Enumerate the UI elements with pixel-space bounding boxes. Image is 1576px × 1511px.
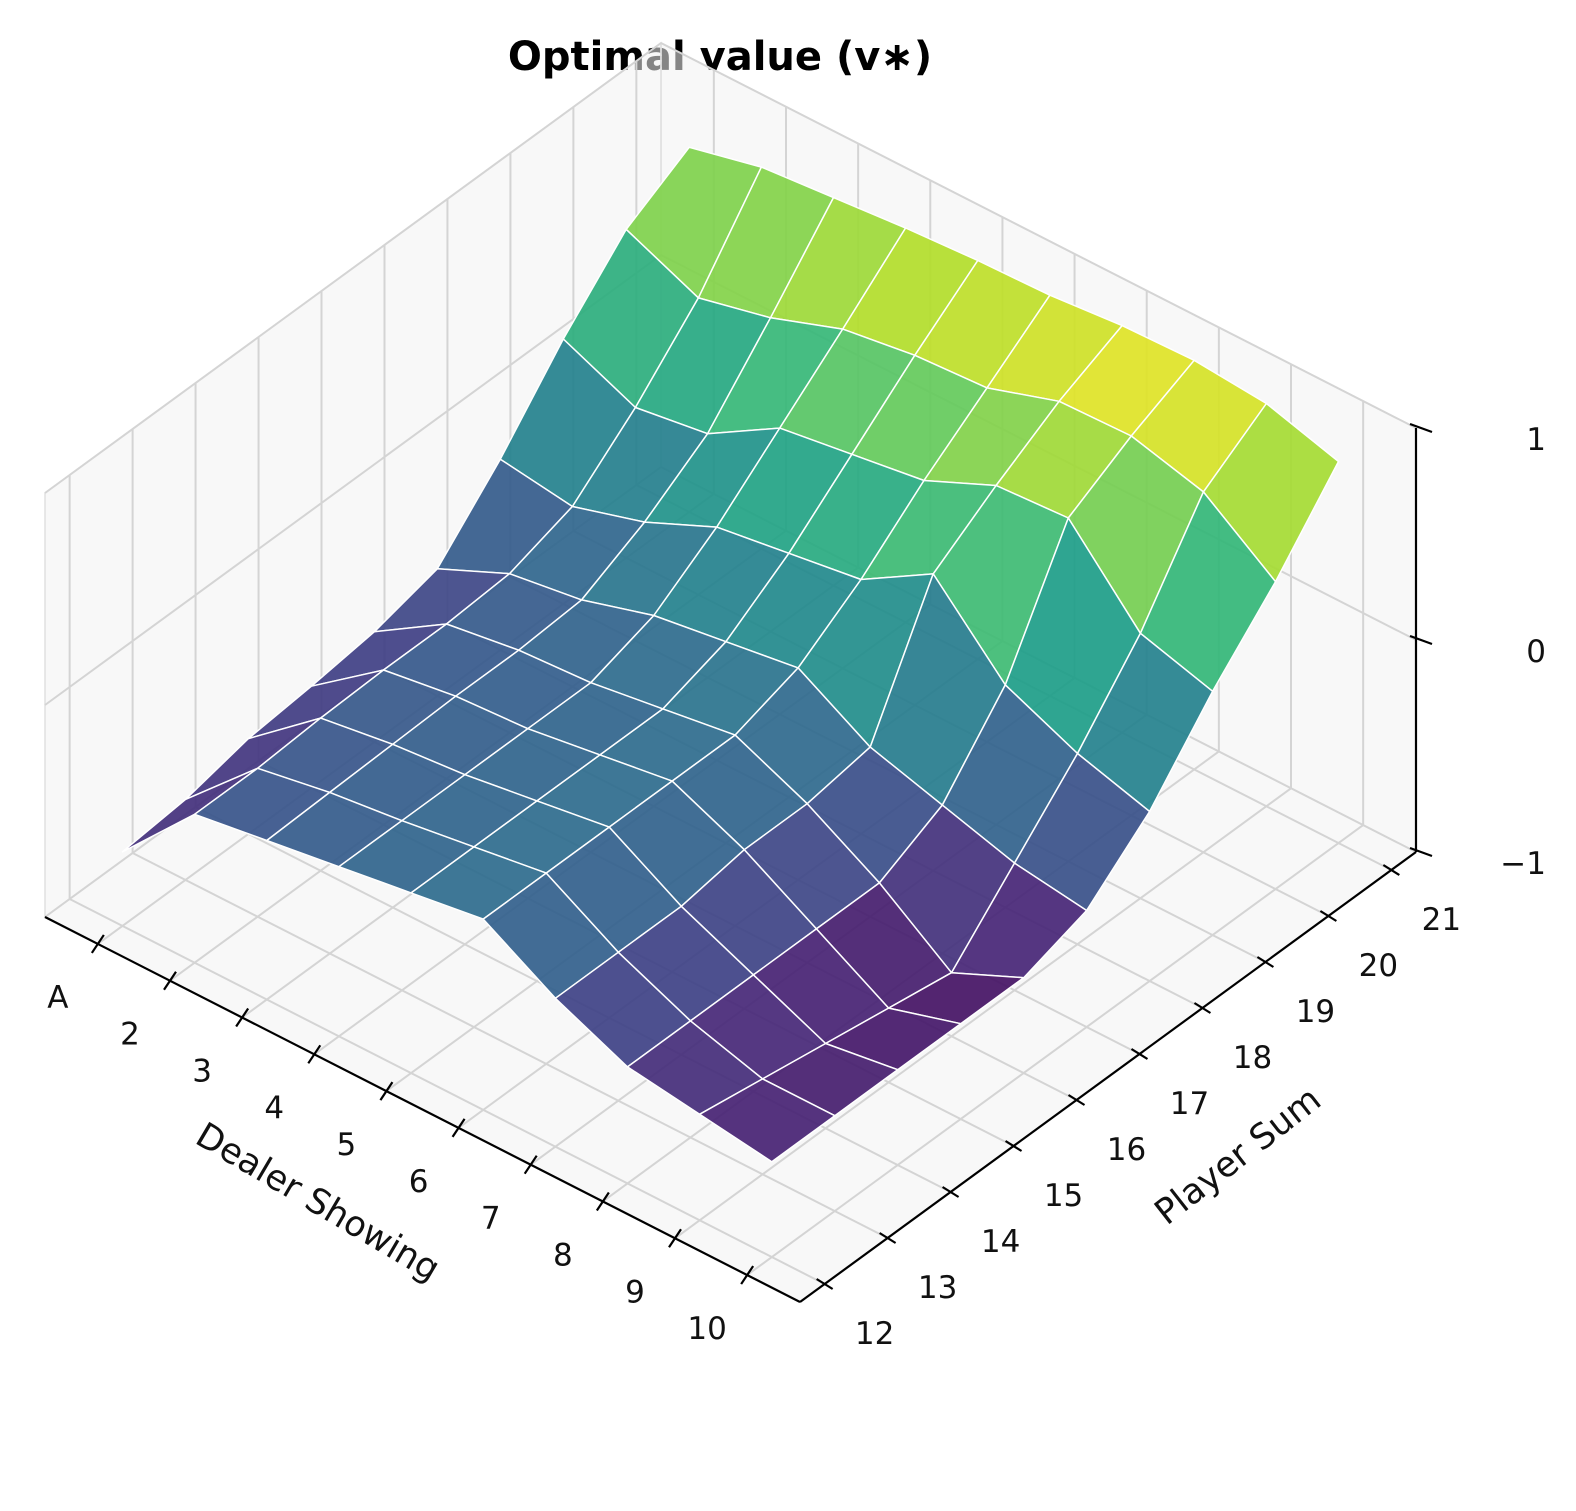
x-tick-mark <box>90 934 105 954</box>
z-tick-label: 0 <box>1526 634 1546 670</box>
surface-face <box>698 1078 836 1163</box>
x-tick-label: 2 <box>120 1017 140 1053</box>
grid-line-floor-y <box>132 852 889 1239</box>
y-tick-label: 12 <box>855 1316 894 1352</box>
x-axis-label: Dealer Showing <box>189 1115 446 1289</box>
x-tick-label: 6 <box>409 1164 429 1200</box>
x-tick-mark <box>523 1155 538 1175</box>
x-tick-mark <box>668 1228 682 1248</box>
y-tick-label: 19 <box>1296 994 1335 1030</box>
x-tick-mark <box>163 971 177 991</box>
tick-labels: A 2 3 4 5 6 7 8 9 10 12 13 14 15 16 17 18 19 20 21 −1 0 1 <box>47 422 1546 1352</box>
z-tick-label: −1 <box>1500 846 1546 882</box>
z-tick-mark <box>1409 846 1433 858</box>
grid-line-floor-x <box>674 787 1292 1240</box>
y-tick-mark <box>941 1186 960 1198</box>
y-tick-label: 18 <box>1233 1040 1272 1076</box>
surface-faces <box>121 146 1340 1163</box>
y-tick-label: 17 <box>1170 1086 1209 1122</box>
y-tick-mark <box>1130 1048 1149 1060</box>
y-tick-mark <box>1004 1140 1023 1152</box>
axes <box>44 422 1433 1303</box>
x-tick-mark <box>379 1081 394 1101</box>
grid-line-floor-x <box>746 824 1364 1276</box>
y-tick-label: 16 <box>1107 1132 1146 1168</box>
y-tick-label: 14 <box>981 1224 1020 1260</box>
z-tick-mark <box>1409 634 1433 646</box>
x-tick-label: 9 <box>625 1274 645 1310</box>
x-tick-mark <box>740 1265 755 1285</box>
x-tick-label: 7 <box>481 1201 501 1237</box>
z-tick-mark <box>1409 422 1433 434</box>
y-axis-line <box>799 851 1417 1303</box>
x-tick-mark <box>595 1191 610 1212</box>
x-tick-label: 4 <box>264 1090 284 1126</box>
y-tick-mark <box>879 1232 897 1244</box>
grid-line-wall-z <box>44 254 662 706</box>
x-tick-label: 5 <box>337 1127 357 1163</box>
x-tick-label: 8 <box>553 1237 573 1273</box>
y-tick-label: 21 <box>1422 902 1461 938</box>
y-tick-label: 15 <box>1044 1178 1083 1214</box>
y-tick-mark <box>1193 1002 1212 1014</box>
x-tick-label: 10 <box>687 1311 726 1347</box>
x-tick-label: 3 <box>192 1054 212 1090</box>
y-tick-label: 13 <box>918 1270 957 1306</box>
x-tick-mark <box>307 1044 322 1064</box>
y-tick-mark <box>816 1278 834 1290</box>
x-tick-mark <box>451 1118 466 1138</box>
grid-line-floor-y <box>69 898 826 1285</box>
y-tick-mark <box>1319 910 1337 922</box>
y-tick-label: 20 <box>1359 948 1398 984</box>
y-tick-mark <box>1067 1094 1086 1106</box>
x-tick-mark <box>235 1007 250 1028</box>
x-tick-label: A <box>47 980 68 1016</box>
grid-line-wall-z <box>44 42 662 494</box>
y-tick-mark <box>1382 864 1400 876</box>
z-tick-label: 1 <box>1526 422 1546 458</box>
grid-line-wall-z <box>660 42 1417 429</box>
y-tick-mark <box>1256 956 1275 968</box>
